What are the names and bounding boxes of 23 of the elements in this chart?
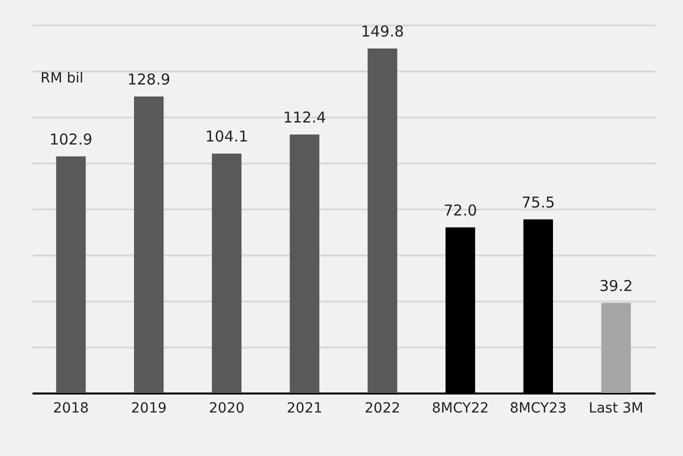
bar bbox=[134, 96, 164, 393]
x-tick-label: 2019 bbox=[130, 400, 167, 416]
x-tick-label: 8MCY22 bbox=[432, 400, 489, 416]
bar bbox=[290, 134, 320, 393]
data-label: 75.5 bbox=[521, 193, 555, 212]
data-label: 102.9 bbox=[49, 130, 92, 148]
bar bbox=[56, 156, 86, 393]
bar bbox=[212, 154, 242, 393]
x-tick-label: 8MCY23 bbox=[510, 400, 567, 416]
bar bbox=[368, 48, 398, 393]
data-label: 128.9 bbox=[127, 70, 170, 89]
data-label: 72.0 bbox=[444, 201, 478, 220]
data-label: 149.8 bbox=[360, 22, 404, 40]
x-tick-label: 2021 bbox=[286, 400, 322, 416]
y-axis-title: RM bil bbox=[40, 70, 84, 86]
x-tick-label: 2022 bbox=[364, 400, 400, 416]
data-label: 39.2 bbox=[599, 276, 633, 295]
data-label: 104.1 bbox=[205, 128, 248, 146]
x-tick-label: Last 3M bbox=[588, 400, 644, 416]
data-label: 112.4 bbox=[283, 108, 326, 126]
x-tick-label: 2018 bbox=[53, 400, 89, 416]
bar bbox=[601, 302, 631, 393]
x-tick-label: 2020 bbox=[208, 400, 245, 416]
